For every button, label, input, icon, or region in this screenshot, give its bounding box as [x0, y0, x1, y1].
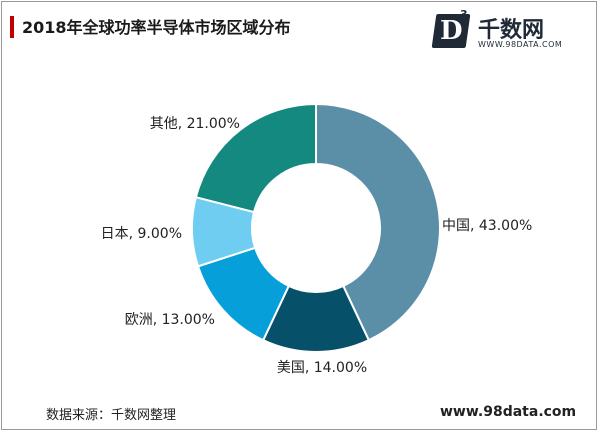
- slice-label-0: 中国, 43.00%: [442, 218, 532, 234]
- donut-slice-4: [194, 102, 317, 214]
- logo-url: WWW.98DATA.COM: [478, 40, 563, 49]
- site-url: www.98data.com: [440, 404, 577, 420]
- logo-mark: D: [440, 16, 463, 46]
- logo-name: 千数网: [478, 18, 545, 43]
- slice-label-4: 其他, 21.00%: [150, 116, 240, 132]
- slice-label-1: 美国, 14.00%: [277, 360, 367, 376]
- slice-label-2: 欧洲, 13.00%: [125, 312, 215, 328]
- data-source: 数据来源：千数网整理: [46, 408, 177, 423]
- donut-slice-0: [315, 102, 441, 342]
- logo-superscript: 3: [460, 8, 468, 21]
- slice-label-3: 日本, 9.00%: [101, 226, 182, 242]
- chart-title: 2018年全球功率半导体市场区域分布: [22, 18, 291, 37]
- brand-logo: D 3 千数网 WWW.98DATA.COM: [431, 8, 594, 56]
- title-accent-bar: [10, 16, 14, 38]
